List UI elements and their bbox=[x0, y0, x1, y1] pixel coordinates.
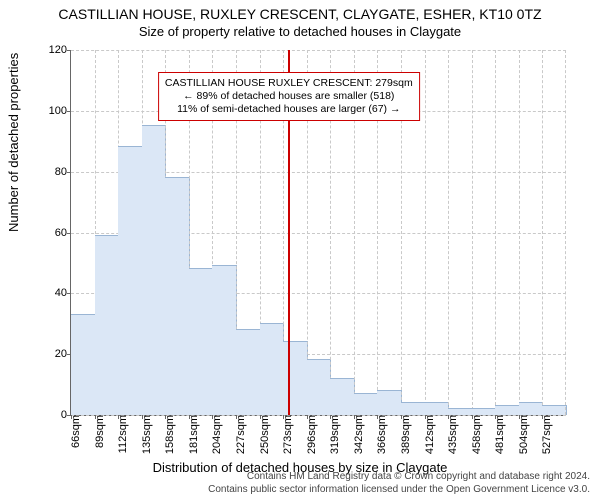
xtick-label: 250sqm bbox=[259, 415, 271, 454]
annotation-line: 11% of semi-detached houses are larger (… bbox=[165, 103, 413, 116]
annotation-box: CASTILLIAN HOUSE RUXLEY CRESCENT: 279sqm… bbox=[158, 72, 420, 121]
xtick-label: 181sqm bbox=[188, 415, 200, 454]
footer-line1: Contains HM Land Registry data © Crown c… bbox=[247, 471, 590, 482]
xtick-label: 66sqm bbox=[70, 415, 82, 448]
xtick-label: 435sqm bbox=[447, 415, 459, 454]
histogram-bar bbox=[212, 265, 237, 415]
ytick-label: 120 bbox=[33, 44, 71, 56]
gridline-horizontal bbox=[71, 50, 566, 51]
histogram-bar bbox=[472, 408, 497, 415]
histogram-bar bbox=[354, 393, 379, 415]
histogram-bar bbox=[330, 378, 355, 416]
histogram-bar bbox=[307, 359, 332, 415]
ytick-label: 40 bbox=[33, 287, 71, 299]
annotation-line: ← 89% of detached houses are smaller (51… bbox=[165, 90, 413, 103]
histogram-bar bbox=[519, 402, 544, 415]
footer-attribution: Contains HM Land Registry data © Crown c… bbox=[0, 471, 590, 496]
histogram-bar bbox=[118, 146, 143, 415]
histogram-bar bbox=[165, 177, 190, 415]
histogram-bar bbox=[495, 405, 520, 415]
histogram-bar bbox=[95, 235, 120, 415]
xtick-label: 296sqm bbox=[306, 415, 318, 454]
ytick-label: 80 bbox=[33, 166, 71, 178]
chart-title-line2: Size of property relative to detached ho… bbox=[0, 24, 600, 39]
y-axis-label: Number of detached properties bbox=[6, 53, 21, 232]
gridline-vertical bbox=[448, 50, 449, 415]
xtick-label: 366sqm bbox=[376, 415, 388, 454]
xtick-label: 135sqm bbox=[141, 415, 153, 454]
xtick-label: 273sqm bbox=[282, 415, 294, 454]
xtick-label: 342sqm bbox=[353, 415, 365, 454]
histogram-bar bbox=[377, 390, 402, 415]
histogram-bar bbox=[71, 314, 96, 415]
xtick-label: 204sqm bbox=[211, 415, 223, 454]
ytick-label: 20 bbox=[33, 348, 71, 360]
histogram-bar bbox=[236, 329, 261, 415]
gridline-vertical bbox=[472, 50, 473, 415]
xtick-label: 527sqm bbox=[541, 415, 553, 454]
xtick-label: 504sqm bbox=[518, 415, 530, 454]
gridline-vertical bbox=[495, 50, 496, 415]
gridline-vertical bbox=[565, 50, 566, 415]
xtick-label: 227sqm bbox=[235, 415, 247, 454]
figure: CASTILLIAN HOUSE, RUXLEY CRESCENT, CLAYG… bbox=[0, 0, 600, 500]
xtick-label: 389sqm bbox=[400, 415, 412, 454]
histogram-bar bbox=[425, 402, 450, 415]
ytick-label: 60 bbox=[33, 227, 71, 239]
ytick-label: 0 bbox=[33, 409, 71, 421]
annotation-line: CASTILLIAN HOUSE RUXLEY CRESCENT: 279sqm bbox=[165, 77, 413, 90]
histogram-bar bbox=[189, 268, 214, 415]
plot-area: 02040608010012066sqm89sqm112sqm135sqm158… bbox=[70, 50, 566, 416]
footer-line2: Contains public sector information licen… bbox=[208, 484, 590, 495]
histogram-bar bbox=[401, 402, 426, 415]
ytick-label: 100 bbox=[33, 105, 71, 117]
xtick-label: 481sqm bbox=[494, 415, 506, 454]
histogram-bar bbox=[542, 405, 567, 415]
xtick-label: 89sqm bbox=[94, 415, 106, 448]
histogram-bar bbox=[448, 408, 473, 415]
gridline-vertical bbox=[519, 50, 520, 415]
xtick-label: 158sqm bbox=[164, 415, 176, 454]
xtick-label: 112sqm bbox=[117, 415, 129, 453]
gridline-vertical bbox=[542, 50, 543, 415]
xtick-label: 458sqm bbox=[471, 415, 483, 454]
histogram-bar bbox=[142, 125, 167, 415]
chart-title-line1: CASTILLIAN HOUSE, RUXLEY CRESCENT, CLAYG… bbox=[0, 6, 600, 22]
gridline-vertical bbox=[425, 50, 426, 415]
xtick-label: 412sqm bbox=[424, 415, 436, 454]
histogram-bar bbox=[260, 323, 285, 415]
histogram-bar bbox=[283, 341, 308, 415]
xtick-label: 319sqm bbox=[329, 415, 341, 454]
